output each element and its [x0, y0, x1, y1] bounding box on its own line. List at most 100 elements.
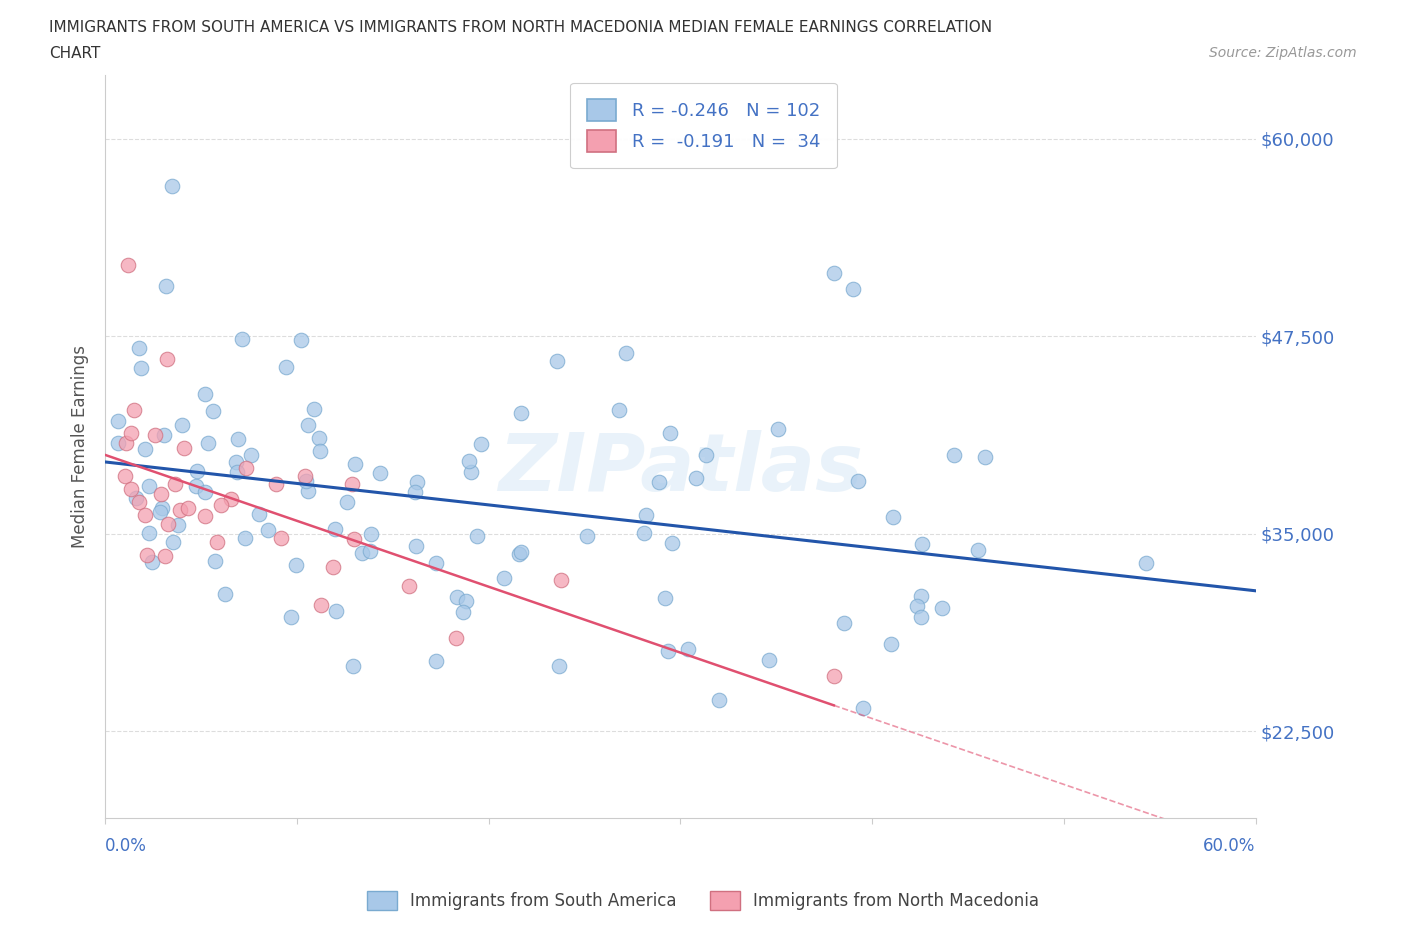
Point — [494, 571, 516, 586]
Point — [294, 469, 316, 484]
Point — [138, 525, 160, 540]
Point — [508, 546, 530, 561]
Point — [309, 598, 332, 613]
Point — [910, 610, 932, 625]
Point — [852, 700, 875, 715]
Point — [153, 428, 176, 443]
Point — [336, 495, 359, 510]
Point — [163, 476, 186, 491]
Point — [221, 492, 243, 507]
Point — [467, 528, 489, 543]
Point — [184, 478, 207, 493]
Point — [368, 466, 391, 481]
Point — [325, 604, 347, 618]
Point — [186, 464, 208, 479]
Point — [240, 447, 263, 462]
Text: CHART: CHART — [49, 46, 101, 61]
Point — [685, 471, 707, 485]
Point — [880, 637, 903, 652]
Text: ZIPatlas: ZIPatlas — [498, 431, 863, 508]
Point — [308, 431, 330, 445]
Point — [124, 403, 146, 418]
Point — [966, 542, 988, 557]
Point — [654, 591, 676, 606]
Point — [510, 545, 533, 560]
Point — [360, 527, 382, 542]
Point — [451, 604, 474, 619]
Point — [846, 473, 869, 488]
Point — [425, 654, 447, 669]
Point — [614, 346, 637, 361]
Point — [177, 501, 200, 516]
Point — [107, 436, 129, 451]
Point — [225, 454, 247, 469]
Point — [167, 517, 190, 532]
Point — [510, 405, 533, 420]
Point — [284, 558, 307, 573]
Point — [194, 509, 217, 524]
Point — [214, 587, 236, 602]
Point — [905, 599, 928, 614]
Point — [766, 421, 789, 436]
Point — [444, 631, 467, 645]
Point — [325, 521, 347, 536]
Point — [343, 532, 366, 547]
Point — [143, 428, 166, 443]
Point — [457, 453, 479, 468]
Point — [125, 490, 148, 505]
Point — [149, 486, 172, 501]
Text: Source: ZipAtlas.com: Source: ZipAtlas.com — [1209, 46, 1357, 60]
Point — [209, 498, 232, 512]
Point — [425, 556, 447, 571]
Point — [197, 436, 219, 451]
Point — [149, 505, 172, 520]
Point — [194, 386, 217, 401]
Point — [575, 528, 598, 543]
Point — [460, 464, 482, 479]
Point — [120, 425, 142, 440]
Point — [115, 435, 138, 450]
Point — [659, 425, 682, 440]
Point — [342, 476, 364, 491]
Point — [456, 594, 478, 609]
Legend: R = -0.246   N = 102, R =  -0.191   N =  34: R = -0.246 N = 102, R = -0.191 N = 34 — [571, 83, 837, 168]
Point — [202, 403, 225, 418]
Point — [117, 258, 139, 272]
Text: 60.0%: 60.0% — [1204, 837, 1256, 856]
Point — [882, 510, 904, 525]
Point — [247, 507, 270, 522]
Point — [128, 494, 150, 509]
Point — [114, 469, 136, 484]
Point — [758, 653, 780, 668]
Point — [156, 352, 179, 366]
Point — [302, 402, 325, 417]
Point — [406, 474, 429, 489]
Point — [931, 601, 953, 616]
Point — [398, 578, 420, 593]
Legend: Immigrants from South America, Immigrants from North Macedonia: Immigrants from South America, Immigrant… — [360, 884, 1046, 917]
Point — [973, 449, 995, 464]
Point — [823, 669, 845, 684]
Point — [155, 279, 177, 294]
Point — [276, 360, 298, 375]
Point — [342, 658, 364, 673]
Point — [205, 535, 228, 550]
Point — [1135, 555, 1157, 570]
Point — [550, 573, 572, 588]
Point — [290, 333, 312, 348]
Point — [322, 560, 344, 575]
Text: 0.0%: 0.0% — [105, 837, 148, 856]
Y-axis label: Median Female Earnings: Median Female Earnings — [72, 345, 89, 549]
Point — [156, 516, 179, 531]
Point — [350, 545, 373, 560]
Point — [225, 464, 247, 479]
Point — [546, 353, 568, 368]
Point — [136, 547, 159, 562]
Point — [661, 535, 683, 550]
Point — [134, 508, 156, 523]
Point — [257, 523, 280, 538]
Point — [204, 554, 226, 569]
Point — [607, 402, 630, 417]
Point — [657, 644, 679, 658]
Point — [832, 616, 855, 631]
